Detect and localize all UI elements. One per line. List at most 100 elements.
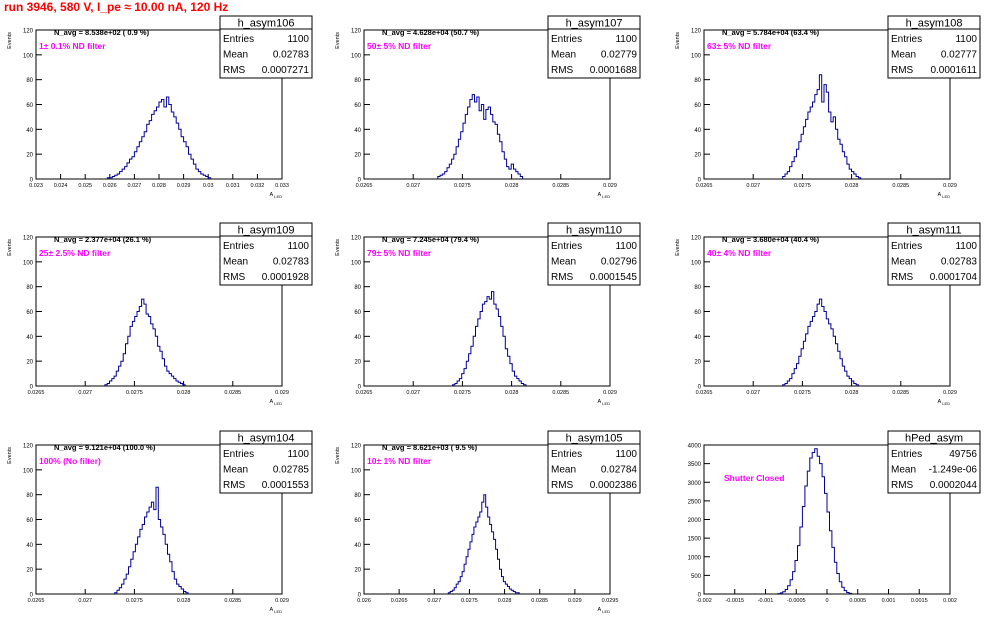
y-tick-label: 40	[26, 543, 33, 549]
stats-label: Mean	[551, 257, 576, 268]
y-tick-label: 120	[351, 444, 362, 450]
x-axis-title-subscript: LED	[602, 401, 610, 406]
stats-label: Mean	[223, 257, 248, 268]
stats-value: 0.0001553	[262, 480, 310, 491]
stats-label: RMS	[891, 480, 914, 491]
x-tick-label: 0.0285	[892, 390, 909, 396]
n-avg-label: N_avg = 7.245e+04 (79.4 %)	[382, 235, 480, 244]
stats-value: 0.02783	[273, 50, 310, 61]
y-tick-label: 100	[351, 260, 362, 266]
y-axis-title: Events	[335, 239, 341, 256]
x-axis-title-main: A	[938, 399, 942, 405]
stats-value: 1100	[287, 241, 309, 252]
y-tick-label: 60	[26, 103, 33, 109]
stats-value: -1.249e-06	[929, 465, 978, 476]
x-tick-label: 0.0275	[461, 598, 478, 604]
y-tick-label: 60	[26, 310, 33, 316]
x-axis-title-main: A	[270, 192, 274, 198]
filter-annotation: 79± 5% ND filter	[367, 248, 432, 258]
stats-label: Entries	[551, 241, 582, 252]
stats-label: Mean	[891, 465, 916, 476]
y-tick-label: 120	[23, 444, 34, 450]
y-tick-label: 40	[694, 128, 701, 134]
stats-box	[547, 222, 641, 286]
histogram-panel-h_asym106: 0 20 40 60 80 100 120 0.023 0.024 0.025 0.026 0.027…	[7, 15, 313, 199]
x-axis-title-subscript: LED	[274, 401, 282, 406]
y-tick-label: 80	[354, 493, 361, 499]
y-axis-title: Events	[675, 32, 681, 49]
stats-value: 0.0001545	[590, 272, 638, 283]
y-tick-label: 0	[698, 385, 702, 391]
x-tick-label: 0.0285	[531, 598, 548, 604]
y-tick-label: 40	[26, 128, 33, 134]
y-tick-label: 2000	[688, 518, 702, 524]
y-tick-label: 20	[354, 568, 361, 574]
x-axis-title-main: A	[938, 192, 942, 198]
y-tick-label: 100	[23, 53, 34, 59]
histogram-panel-h_asym108: 0 20 40 60 80 100 120 0.0265 0.027 0.0275 0.028 0.0…	[675, 15, 981, 199]
x-tick-label: 0.029	[943, 390, 957, 396]
x-tick-label: 0.0005	[849, 598, 866, 604]
x-tick-label: 0.029	[568, 598, 582, 604]
stats-value: 0.0007271	[262, 65, 310, 76]
y-tick-label: 100	[23, 260, 34, 266]
x-axis-title-subscript: LED	[942, 194, 950, 199]
y-tick-label: 0	[698, 593, 702, 599]
x-tick-label: 0.029	[177, 183, 191, 189]
x-tick-label: 0.0015	[911, 598, 928, 604]
y-tick-label: 20	[694, 153, 701, 159]
filter-annotation: 40± 4% ND filter	[707, 248, 772, 258]
x-tick-label: 0.027	[128, 183, 142, 189]
n-avg-label: N_avg = 8.538e+02 ( 0.9 %)	[54, 28, 150, 37]
x-tick-label: 0.0285	[224, 598, 241, 604]
y-tick-label: 1500	[688, 537, 702, 543]
filter-annotation: 63± 5% ND filter	[707, 41, 772, 51]
histogram-panel-h_asym109: 0 20 40 60 80 100 120 0.0265 0.027 0.0275 0.028 0.0…	[7, 222, 313, 406]
x-tick-label: -0.0015	[725, 598, 744, 604]
stats-label: Entries	[891, 449, 922, 460]
histogram-panel-hPed_asym: 0 500 1000 1500 2000 2500 3000 3500 4000 -0.002 -0…	[688, 430, 981, 604]
x-tick-label: 0.028	[845, 183, 859, 189]
x-tick-label: 0.032	[251, 183, 265, 189]
x-tick-label: 0.026	[103, 183, 117, 189]
x-tick-label: 0.027	[78, 598, 92, 604]
y-tick-label: 0	[30, 593, 34, 599]
stats-value: 0.0001611	[930, 65, 977, 76]
x-tick-label: 0.025	[78, 183, 92, 189]
stats-value: 0.02779	[601, 50, 638, 61]
x-tick-label: 0.027	[406, 183, 420, 189]
x-tick-label: 0.0275	[126, 390, 143, 396]
x-tick-label: 0.0275	[454, 390, 471, 396]
y-tick-label: 20	[694, 360, 701, 366]
n-avg-label: N_avg = 5.784e+04 (63.4 %)	[722, 28, 820, 37]
y-tick-label: 1000	[688, 555, 702, 561]
x-tick-label: 0.023	[29, 183, 43, 189]
stats-label: RMS	[891, 272, 914, 283]
histogram-line	[777, 448, 853, 595]
y-tick-label: 60	[26, 518, 33, 524]
histogram-line	[447, 494, 520, 594]
histogram-line	[106, 96, 212, 179]
x-tick-label: 0.027	[427, 598, 441, 604]
histogram-panel-h_asym104: 0 20 40 60 80 100 120 0.0265 0.027 0.0275 0.028 0.0…	[7, 430, 313, 614]
stats-value: 49756	[949, 449, 977, 460]
stats-box-title: hPed_asym	[905, 433, 963, 445]
x-tick-label: 0.0265	[356, 183, 373, 189]
y-tick-label: 60	[694, 310, 701, 316]
y-tick-label: 0	[358, 178, 362, 184]
x-axis-title: ALED	[938, 399, 951, 406]
histogram-line	[437, 94, 524, 179]
x-tick-label: 0.0265	[356, 390, 373, 396]
y-tick-label: 40	[354, 335, 361, 341]
x-tick-label: 0.029	[943, 183, 957, 189]
x-tick-label: 0.001	[882, 598, 896, 604]
y-tick-label: 2500	[688, 499, 702, 505]
n-avg-label: N_avg = 4.628e+04 (50.7 %)	[382, 28, 480, 37]
x-axis-title-main: A	[270, 607, 274, 613]
y-tick-label: 0	[30, 385, 34, 391]
stats-value: 1100	[615, 449, 637, 460]
x-tick-label: 0.029	[603, 183, 617, 189]
y-axis-title: Events	[7, 32, 13, 49]
y-tick-label: 80	[354, 285, 361, 291]
